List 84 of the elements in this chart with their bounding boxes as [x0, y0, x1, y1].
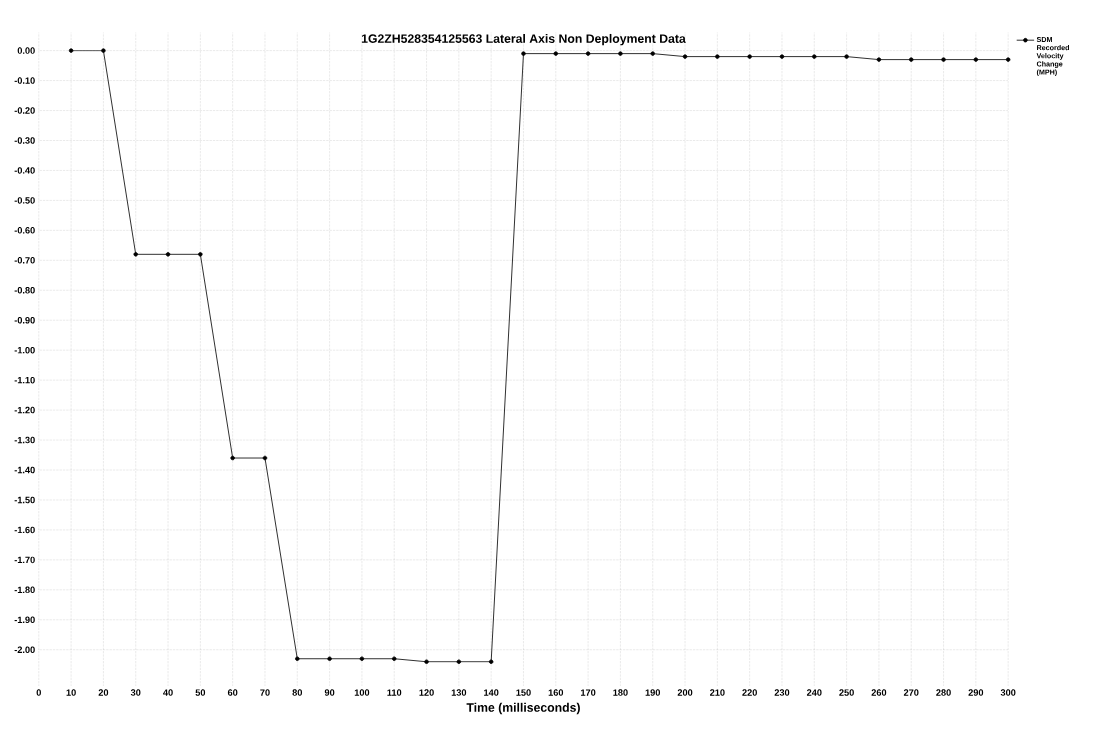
point	[876, 57, 882, 62]
x-tick-label: 20	[98, 689, 109, 696]
point	[101, 48, 106, 54]
x-tick-label: 110	[387, 689, 402, 696]
point	[618, 51, 623, 56]
x-tick-label: 30	[130, 689, 141, 696]
x-tick-label: 120	[419, 689, 434, 696]
x-axis-title: Time (milliseconds)	[466, 702, 580, 715]
point	[844, 54, 849, 59]
point	[230, 455, 235, 461]
point	[327, 656, 332, 662]
x-tick-label: 160	[548, 689, 564, 696]
x-tick-label: 240	[806, 689, 822, 696]
x-tick-label: 10	[66, 689, 76, 696]
y-tick-label: -1.00	[14, 347, 35, 354]
y-tick-label: -1.90	[14, 616, 35, 624]
x-tick-label: 180	[613, 689, 628, 696]
point	[391, 656, 397, 662]
y-tick-label: -0.60	[14, 227, 35, 234]
x-tick-label: 260	[871, 689, 887, 696]
x-tick-label: 200	[677, 689, 693, 696]
y-tick-label: -0.40	[14, 167, 35, 174]
point	[165, 252, 171, 257]
point	[973, 57, 979, 62]
point	[553, 51, 559, 56]
y-tick-label: -1.70	[14, 556, 35, 564]
x-tick-label: 150	[516, 689, 531, 696]
chart-title: 1G2ZH528354125563 Lateral Axis Non Deployment Data	[361, 34, 686, 46]
point	[585, 51, 591, 56]
point	[941, 57, 946, 62]
x-tick-label: 210	[710, 689, 725, 696]
y-tick-label: -0.70	[14, 257, 35, 264]
y-tick-label: -0.90	[14, 317, 35, 324]
point	[68, 48, 74, 54]
point	[779, 54, 785, 59]
x-tick-label: 70	[260, 689, 270, 696]
point	[488, 659, 494, 665]
y-tick-label: -1.40	[14, 466, 35, 474]
x-tick-label: 270	[903, 689, 919, 696]
point	[133, 252, 138, 257]
point	[359, 656, 365, 662]
point	[715, 54, 720, 59]
x-tick-label: 290	[968, 689, 984, 696]
point	[521, 51, 526, 56]
y-tick-label: -1.50	[14, 496, 35, 504]
x-tick-label: 80	[292, 689, 303, 696]
x-tick-label: 280	[936, 689, 951, 696]
point	[1005, 57, 1011, 62]
x-tick-label: 130	[451, 689, 467, 696]
x-tick-label: 230	[774, 689, 790, 696]
point	[424, 659, 429, 665]
point	[908, 57, 914, 62]
y-tick-label: -1.60	[14, 526, 35, 534]
x-tick-label: 40	[163, 689, 173, 696]
y-tick-label: -0.20	[14, 107, 35, 114]
y-tick-label: -0.10	[14, 77, 35, 84]
y-tick-label: -0.30	[14, 137, 35, 144]
x-tick-label: 100	[354, 689, 370, 696]
y-tick-label: -1.30	[14, 436, 35, 444]
point	[198, 252, 203, 257]
x-tick-label: 190	[645, 689, 661, 696]
point	[262, 455, 268, 461]
point	[747, 54, 752, 59]
x-tick-label: 250	[839, 689, 854, 696]
x-tick-label: 220	[742, 689, 757, 696]
y-tick-label: -0.80	[14, 287, 35, 294]
point	[650, 51, 655, 56]
x-tick-label: 90	[324, 689, 335, 696]
x-tick-label: 300	[1000, 689, 1016, 696]
point	[456, 659, 462, 665]
y-tick-label: -1.10	[14, 377, 35, 384]
y-tick-label: -1.80	[14, 586, 35, 594]
x-tick-label: 170	[581, 689, 596, 696]
y-tick-label: -2.00	[14, 646, 35, 654]
x-tick-label: 0	[36, 689, 41, 696]
x-tick-label: 50	[195, 689, 206, 696]
point	[682, 54, 688, 59]
y-tick-label: 0.00	[17, 47, 35, 55]
x-tick-label: 140	[484, 689, 499, 696]
point	[295, 656, 300, 662]
y-tick-label: -0.50	[14, 197, 35, 204]
x-tick-label: 60	[227, 689, 238, 696]
y-tick-label: -1.20	[14, 406, 35, 414]
point	[812, 54, 817, 59]
